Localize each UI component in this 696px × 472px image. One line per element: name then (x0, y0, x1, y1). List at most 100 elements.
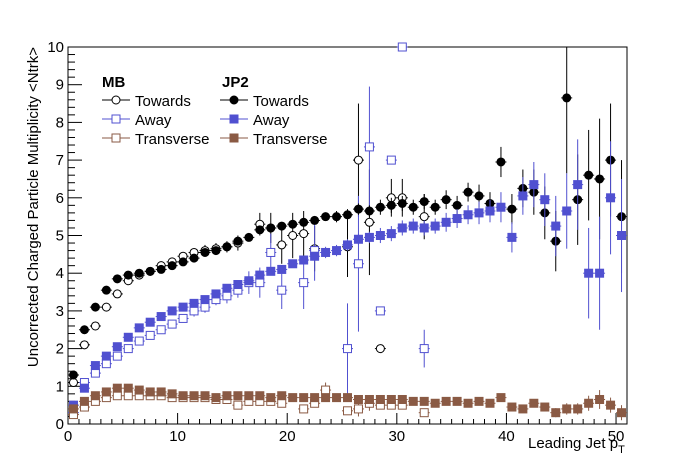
data-point (112, 391, 122, 401)
y-axis-title: Uncorrected Charged Particle Multiplicit… (25, 47, 42, 367)
data-point (233, 236, 243, 246)
plot-marks (68, 42, 627, 421)
data-point (167, 306, 177, 316)
data-point (79, 396, 89, 406)
data-point (288, 219, 298, 229)
data-point (353, 234, 363, 244)
data-point (419, 396, 429, 406)
axes: 0 10 20 30 40 50 0 1 2 3 4 5 6 7 8 9 10 (47, 39, 628, 445)
data-point (68, 404, 78, 414)
data-point (134, 385, 144, 395)
data-point (408, 396, 418, 406)
data-point (277, 391, 287, 401)
data-point (496, 393, 506, 403)
data-point (584, 268, 594, 278)
data-point (441, 217, 451, 227)
legend-marker (229, 95, 239, 105)
data-point (343, 240, 352, 250)
data-point (595, 174, 605, 184)
data-point (178, 391, 188, 401)
data-point (101, 302, 111, 312)
x-tick-label: 0 (64, 428, 72, 445)
legend-marker (111, 114, 121, 124)
data-point (233, 391, 243, 401)
data-point (90, 321, 100, 331)
data-point (233, 400, 243, 410)
data-point (68, 370, 78, 380)
data-point (200, 295, 210, 305)
data-point (408, 202, 418, 212)
legend-group-mb: MB (102, 74, 125, 91)
data-point (518, 404, 528, 414)
data-point (277, 240, 287, 250)
data-point (255, 391, 265, 401)
data-point (343, 406, 352, 416)
data-point (332, 246, 342, 256)
data-point (266, 223, 276, 233)
data-point (299, 217, 309, 227)
data-point (364, 394, 374, 404)
data-point (551, 408, 561, 418)
data-point (573, 180, 583, 190)
legend-marker (111, 95, 121, 105)
data-point (277, 285, 287, 295)
data-point (375, 306, 385, 316)
data-point (408, 221, 418, 231)
data-point (178, 313, 188, 323)
data-point (606, 193, 616, 203)
data-point (496, 202, 506, 212)
data-point (145, 266, 155, 276)
data-point (277, 221, 287, 231)
data-point (255, 225, 265, 235)
data-point (299, 278, 309, 288)
data-point (68, 378, 78, 388)
data-point (101, 285, 111, 295)
data-point (167, 319, 177, 329)
y-tick-label: 2 (56, 341, 64, 358)
data-point (288, 259, 298, 269)
data-point (529, 180, 539, 190)
legend-marker (229, 133, 239, 143)
data-point (430, 398, 440, 408)
data-point (321, 393, 331, 403)
data-point (540, 195, 550, 205)
data-point (79, 325, 89, 335)
data-point (112, 289, 122, 299)
data-point (617, 231, 627, 240)
data-point (189, 298, 199, 308)
data-point (189, 306, 199, 316)
y-tick-label: 1 (56, 378, 64, 395)
y-tick-label: 5 (56, 228, 64, 245)
legend-label-mb-towards: Towards (135, 93, 191, 110)
data-point (90, 361, 100, 371)
data-point (101, 387, 111, 397)
data-point (156, 264, 166, 274)
data-point (386, 229, 396, 239)
data-point (397, 42, 407, 52)
y-tick-label: 8 (56, 114, 64, 131)
data-point (474, 208, 484, 218)
data-point (617, 408, 627, 418)
data-point (79, 383, 89, 393)
y-tick-label: 9 (56, 77, 64, 94)
legend-label-jp2-towards: Towards (253, 93, 309, 110)
data-point (485, 398, 495, 408)
y-tick-label: 4 (56, 265, 64, 282)
x-tick-label: 20 (279, 428, 296, 445)
data-point (178, 257, 188, 267)
data-point (441, 195, 451, 205)
data-point (101, 351, 111, 361)
data-point (156, 387, 166, 397)
data-point (123, 270, 133, 280)
data-point (321, 247, 331, 257)
data-point (343, 393, 352, 403)
x-tick-label: 50 (608, 428, 625, 445)
data-point (507, 402, 517, 412)
data-point (332, 393, 342, 403)
data-point (90, 391, 100, 401)
data-point (441, 396, 451, 406)
legend: MB JP2 Towards Away Transverse Towards A… (102, 74, 327, 148)
data-point (288, 231, 298, 240)
data-point (474, 396, 484, 406)
